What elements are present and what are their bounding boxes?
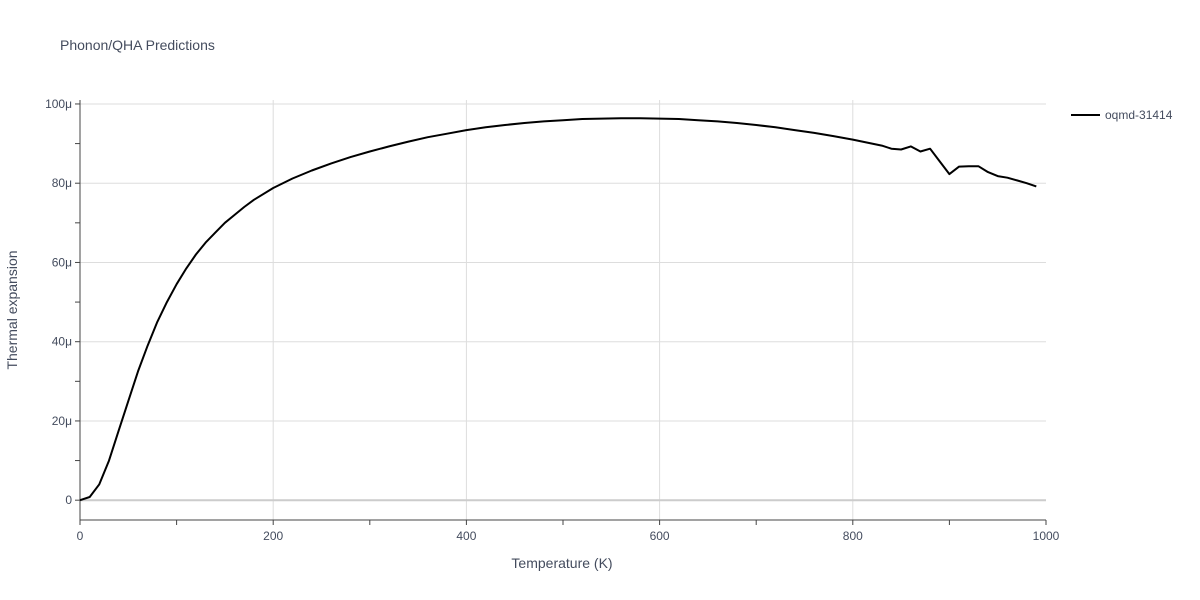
x-tick-label: 400 [456, 529, 476, 543]
series-line-oqmd-31414 [79, 117, 1037, 502]
y-tick-label: 40μ [52, 335, 72, 349]
y-tick-label: 0 [65, 493, 72, 507]
y-tick-label: 60μ [52, 255, 72, 269]
y-tick-label: 20μ [52, 414, 72, 428]
y-axis-title: Thermal expansion [4, 250, 20, 369]
series-layer [79, 117, 1037, 502]
x-tick-label: 800 [843, 529, 863, 543]
x-tick-label: 1000 [1033, 529, 1060, 543]
x-tick-label: 200 [263, 529, 283, 543]
axes: 0 200 400 600 800 1000 0 20μ 40μ 60μ 80μ 100μ [45, 97, 1060, 543]
legend-label: oqmd-31414 [1105, 108, 1173, 122]
x-tick-label: 0 [77, 529, 84, 543]
grid [80, 100, 1046, 520]
x-tick-label: 600 [650, 529, 670, 543]
y-tick-label: 80μ [52, 176, 72, 190]
legend[interactable]: oqmd-31414 [1071, 108, 1173, 122]
y-tick-label: 100μ [45, 97, 72, 111]
chart-title: Phonon/QHA Predictions [60, 37, 215, 53]
x-axis-title: Temperature (K) [511, 555, 612, 571]
